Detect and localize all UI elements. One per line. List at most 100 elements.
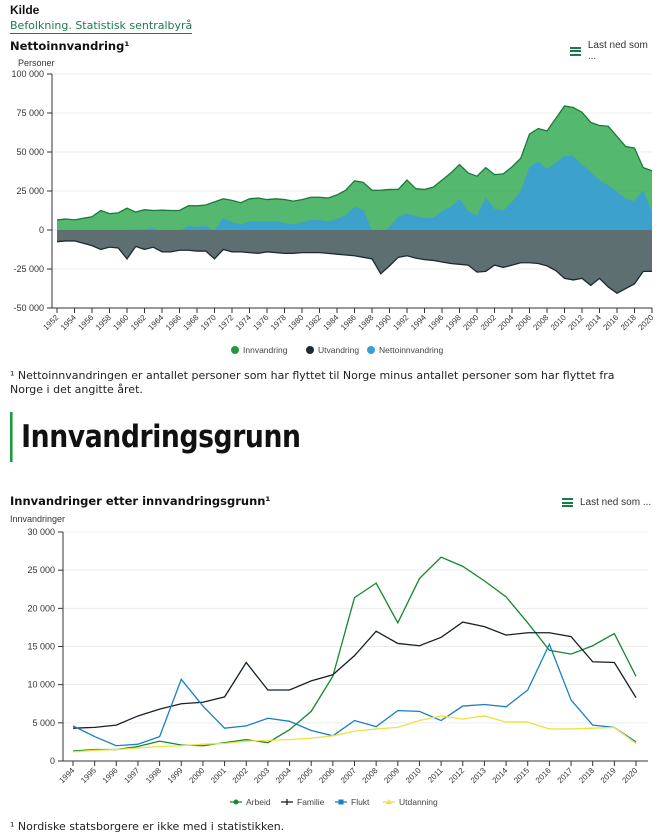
x-tick-label: 2004: [274, 766, 293, 785]
section-heading: Innvandringsgrunn: [10, 412, 301, 462]
x-tick-label: 1996: [101, 766, 120, 785]
legend-marker: [367, 346, 375, 354]
legend-marker: [338, 799, 344, 805]
legend-item-flukt: Flukt: [335, 797, 370, 807]
line-familie: [72, 621, 637, 729]
source-label: Kilde: [10, 3, 40, 17]
x-tick-label: 2007: [339, 766, 358, 785]
x-tick-label: 1952: [41, 313, 60, 332]
y-tick-label: -25 000: [13, 264, 44, 274]
x-tick-label: 2013: [469, 766, 488, 785]
x-tick-label: 1964: [146, 313, 165, 332]
x-tick-label: 2002: [479, 313, 498, 332]
chart1-download-button[interactable]: Last ned som ...: [570, 40, 658, 62]
legend-label: Flukt: [351, 797, 370, 807]
x-tick-label: 2002: [231, 766, 250, 785]
legend-item-nettoinnvandring: Nettoinnvandring: [367, 345, 444, 355]
x-tick-label: 1986: [339, 313, 358, 332]
legend-item-arbeid: Arbeid: [230, 797, 271, 807]
x-tick-label: 2012: [447, 766, 466, 785]
y-tick-label: 10 000: [27, 680, 55, 690]
x-tick-label: 2010: [549, 313, 568, 332]
source-link[interactable]: Befolkning. Statistisk sentralbyrå: [10, 19, 193, 34]
x-tick-label: 1980: [286, 313, 305, 332]
x-tick-label: 1998: [144, 766, 163, 785]
chart1-title: Nettoinnvandring¹: [10, 39, 130, 53]
x-tick-label: 1990: [374, 313, 393, 332]
download-label: Last ned som ...: [587, 40, 648, 62]
x-tick-label: 1994: [57, 766, 76, 785]
x-tick-label: 1968: [181, 313, 200, 332]
x-tick-label: 1996: [426, 313, 445, 332]
x-tick-label: 1974: [234, 313, 253, 332]
y-tick-label: 30 000: [27, 527, 55, 537]
y-tick-label: 50 000: [16, 147, 44, 157]
x-tick-label: 1956: [76, 313, 95, 332]
menu-icon: [570, 46, 581, 56]
x-tick-label: 2006: [317, 766, 336, 785]
x-tick-label: 2005: [296, 766, 315, 785]
chart2-line-chart: 0 5 000 10 000 15 000 20 000 25 000 30 000 1994…: [27, 527, 648, 807]
x-tick-label: 2001: [209, 766, 228, 785]
legend-item-utvandring: Utvandring: [306, 345, 359, 355]
line-arbeid: [72, 556, 637, 752]
download-label: Last ned som ...: [580, 497, 652, 508]
legend-marker: [306, 346, 314, 354]
x-tick-label: 2018: [577, 766, 596, 785]
chart2-y-axis-label: Innvandringer: [10, 514, 66, 524]
y-tick-label: -50 000: [13, 303, 44, 313]
x-tick-label: 2008: [361, 766, 380, 785]
legend-label: Arbeid: [246, 797, 271, 807]
x-tick-label: 1998: [444, 313, 463, 332]
legend-item-familie: Familie: [281, 797, 325, 807]
x-tick-label: 1972: [216, 313, 235, 332]
x-tick-label: 2012: [566, 313, 585, 332]
legend-label: Innvandring: [243, 345, 288, 355]
x-tick-label: 2016: [601, 313, 620, 332]
x-tick-label: 2015: [512, 766, 531, 785]
y-tick-label: 75 000: [16, 108, 44, 118]
x-tick-label: 2017: [556, 766, 575, 785]
x-tick-label: 1999: [166, 766, 185, 785]
y-tick-label: 0: [39, 225, 44, 235]
x-tick-label: 1970: [199, 313, 218, 332]
x-tick-label: 1962: [129, 313, 148, 332]
y-tick-label: 20 000: [27, 603, 55, 613]
x-tick-label: 1958: [94, 313, 113, 332]
x-tick-label: 1984: [321, 313, 340, 332]
chart1-area-chart: -50 000 -25 000 0 25 000 50 000 75 000 100 000…: [11, 69, 655, 355]
y-tick-label: 25 000: [27, 565, 55, 575]
x-tick-label: 1992: [391, 313, 410, 332]
legend-item-innvandring: Innvandring: [231, 345, 288, 355]
menu-icon: [562, 498, 573, 507]
utvandring-area: [57, 230, 652, 294]
x-tick-label: 1988: [356, 313, 375, 332]
y-tick-label: 25 000: [16, 186, 44, 196]
utvandring-line: [56, 240, 652, 294]
x-tick-label: 1994: [409, 313, 428, 332]
y-tick-label: 0: [50, 756, 55, 766]
chart2-download-button[interactable]: Last ned som ...: [562, 497, 651, 508]
x-tick-label: 2011: [426, 766, 445, 785]
x-tick-label: 2014: [584, 313, 603, 332]
x-tick-label: 2018: [619, 313, 638, 332]
x-tick-label: 2020: [620, 766, 639, 785]
y-tick-label: 100 000: [11, 69, 44, 79]
innvandring-area: [57, 105, 652, 230]
nettoinnvandring-area: [57, 155, 652, 238]
x-tick-label: 2004: [496, 313, 515, 332]
legend-item-utdanning: Utdanning: [383, 797, 438, 807]
x-tick-label: 1976: [251, 313, 270, 332]
x-tick-label: 2020: [636, 313, 655, 332]
chart1-y-axis-label: Personer: [18, 58, 55, 68]
y-tick-label: 5 000: [32, 718, 55, 728]
innvandring-line: [56, 105, 653, 221]
y-tick-label: 15 000: [27, 642, 55, 652]
x-tick-label: 1982: [304, 313, 323, 332]
legend-label: Nettoinnvandring: [379, 345, 444, 355]
x-tick-label: 2000: [461, 313, 480, 332]
x-tick-label: 1978: [269, 313, 288, 332]
line-utdanning: [72, 715, 637, 753]
legend-marker: [386, 799, 392, 804]
legend-label: Utdanning: [399, 797, 438, 807]
